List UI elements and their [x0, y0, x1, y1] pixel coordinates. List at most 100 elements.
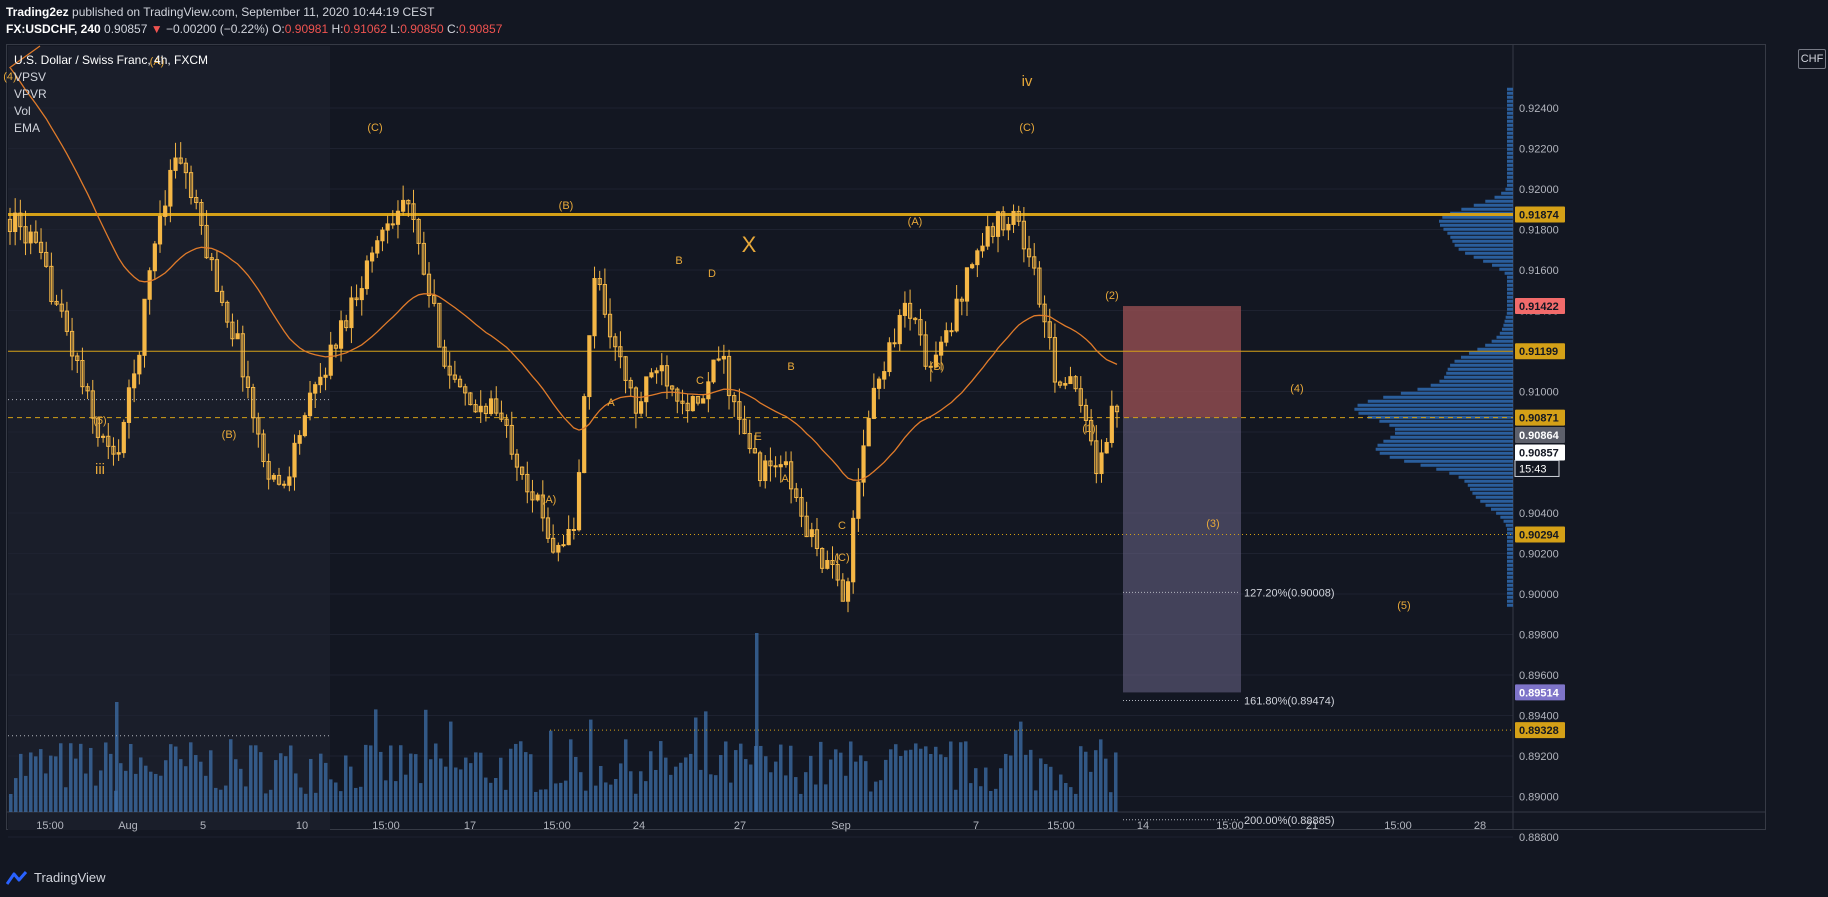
candle-body[interactable]	[902, 302, 908, 316]
candle-body[interactable]	[318, 376, 323, 386]
candle-body[interactable]	[959, 298, 964, 302]
candle-body[interactable]	[116, 452, 121, 455]
candle-body[interactable]	[292, 442, 297, 478]
candle-body[interactable]	[214, 259, 220, 292]
candle-body[interactable]	[75, 355, 80, 362]
candle-body[interactable]	[866, 417, 871, 447]
candle-body[interactable]	[1094, 440, 1099, 475]
candle-body[interactable]	[90, 390, 95, 419]
candle-body[interactable]	[514, 453, 520, 468]
tradingview-logo[interactable]: TradingView	[6, 870, 106, 885]
wave-label[interactable]: D	[708, 268, 716, 280]
symbol-label[interactable]: FX:USDCHF, 240	[6, 22, 101, 36]
candle-body[interactable]	[540, 494, 545, 519]
candle-body[interactable]	[132, 373, 137, 389]
candle-body[interactable]	[561, 544, 566, 547]
candle-body[interactable]	[944, 330, 949, 343]
wave-label[interactable]: (B)	[930, 361, 945, 373]
wave-label[interactable]: A	[781, 473, 789, 485]
legend-indicator-ema[interactable]: EMA	[14, 121, 41, 135]
legend-indicator-vpvr[interactable]: VPVR	[14, 87, 47, 101]
candle-body[interactable]	[359, 288, 364, 301]
candle-body[interactable]	[137, 354, 142, 375]
candle-body[interactable]	[939, 341, 944, 356]
candle-body[interactable]	[752, 448, 757, 454]
candle-body[interactable]	[354, 297, 359, 301]
candle-body[interactable]	[778, 464, 783, 468]
candle-body[interactable]	[183, 162, 188, 174]
legend-indicator-vol[interactable]: Vol	[14, 104, 31, 118]
candle-body[interactable]	[571, 529, 576, 532]
candle-body[interactable]	[230, 321, 235, 340]
candle-body[interactable]	[928, 365, 933, 368]
candle-body[interactable]	[861, 445, 866, 483]
candle-body[interactable]	[1037, 267, 1042, 305]
candle-body[interactable]	[820, 547, 825, 569]
candle-body[interactable]	[13, 212, 18, 233]
candle-body[interactable]	[892, 342, 897, 345]
candle-body[interactable]	[147, 270, 152, 300]
candle-body[interactable]	[525, 473, 530, 493]
candle-body[interactable]	[1078, 388, 1083, 406]
candle-body[interactable]	[835, 564, 840, 581]
candle-body[interactable]	[664, 365, 670, 387]
candle-body[interactable]	[851, 517, 856, 583]
candle-body[interactable]	[897, 314, 902, 345]
candle-body[interactable]	[789, 461, 794, 490]
wave-label[interactable]: (3)	[1206, 518, 1219, 530]
candle-body[interactable]	[613, 336, 618, 348]
candle-body[interactable]	[623, 356, 628, 381]
candle-body[interactable]	[597, 278, 602, 286]
legend-indicator-vpsv[interactable]: VPSV	[14, 70, 47, 84]
candle-body[interactable]	[737, 401, 742, 420]
candle-body[interactable]	[706, 381, 711, 400]
candle-body[interactable]	[990, 226, 995, 237]
candle-body[interactable]	[266, 461, 271, 480]
candle-body[interactable]	[783, 461, 789, 466]
candle-body[interactable]	[644, 376, 649, 403]
candle-body[interactable]	[468, 392, 473, 406]
candle-body[interactable]	[313, 384, 318, 394]
candle-body[interactable]	[1104, 441, 1109, 454]
candle-body[interactable]	[452, 374, 457, 380]
candle-body[interactable]	[276, 474, 282, 485]
candle-body[interactable]	[535, 494, 540, 501]
candle-body[interactable]	[545, 517, 551, 539]
candle-body[interactable]	[876, 378, 882, 389]
candle-body[interactable]	[463, 386, 468, 394]
candle-body[interactable]	[69, 330, 75, 357]
candle-body[interactable]	[799, 497, 804, 517]
candle-body[interactable]	[587, 335, 592, 398]
candle-body[interactable]	[773, 465, 778, 468]
candle-body[interactable]	[711, 359, 716, 383]
candle-body[interactable]	[271, 474, 276, 480]
wave-label[interactable]: B	[787, 361, 794, 373]
candle-body[interactable]	[726, 355, 732, 397]
candle-body[interactable]	[251, 387, 256, 419]
candle-body[interactable]	[659, 365, 664, 372]
candle-body[interactable]	[1099, 452, 1104, 475]
candle-body[interactable]	[1063, 383, 1068, 386]
candle-body[interactable]	[157, 215, 163, 245]
wave-label[interactable]: B	[675, 255, 682, 267]
candle-body[interactable]	[1006, 223, 1011, 231]
candle-body[interactable]	[395, 210, 401, 225]
candle-body[interactable]	[633, 387, 639, 414]
candle-body[interactable]	[38, 241, 44, 253]
candle-body[interactable]	[344, 320, 349, 329]
candle-body[interactable]	[768, 460, 773, 467]
candle-body[interactable]	[499, 412, 504, 420]
candle-body[interactable]	[488, 398, 494, 415]
candle-body[interactable]	[1011, 210, 1016, 225]
candle-body[interactable]	[556, 544, 561, 553]
candle-body[interactable]	[1109, 405, 1114, 443]
candle-body[interactable]	[520, 466, 525, 475]
candle-body[interactable]	[1114, 405, 1120, 413]
candle-body[interactable]	[970, 264, 975, 269]
candle-body[interactable]	[814, 529, 820, 549]
candle-body[interactable]	[142, 298, 147, 356]
candle-body[interactable]	[338, 320, 344, 349]
candle-body[interactable]	[240, 333, 245, 378]
wave-label[interactable]: (A)	[150, 56, 165, 68]
candle-body[interactable]	[856, 481, 861, 519]
